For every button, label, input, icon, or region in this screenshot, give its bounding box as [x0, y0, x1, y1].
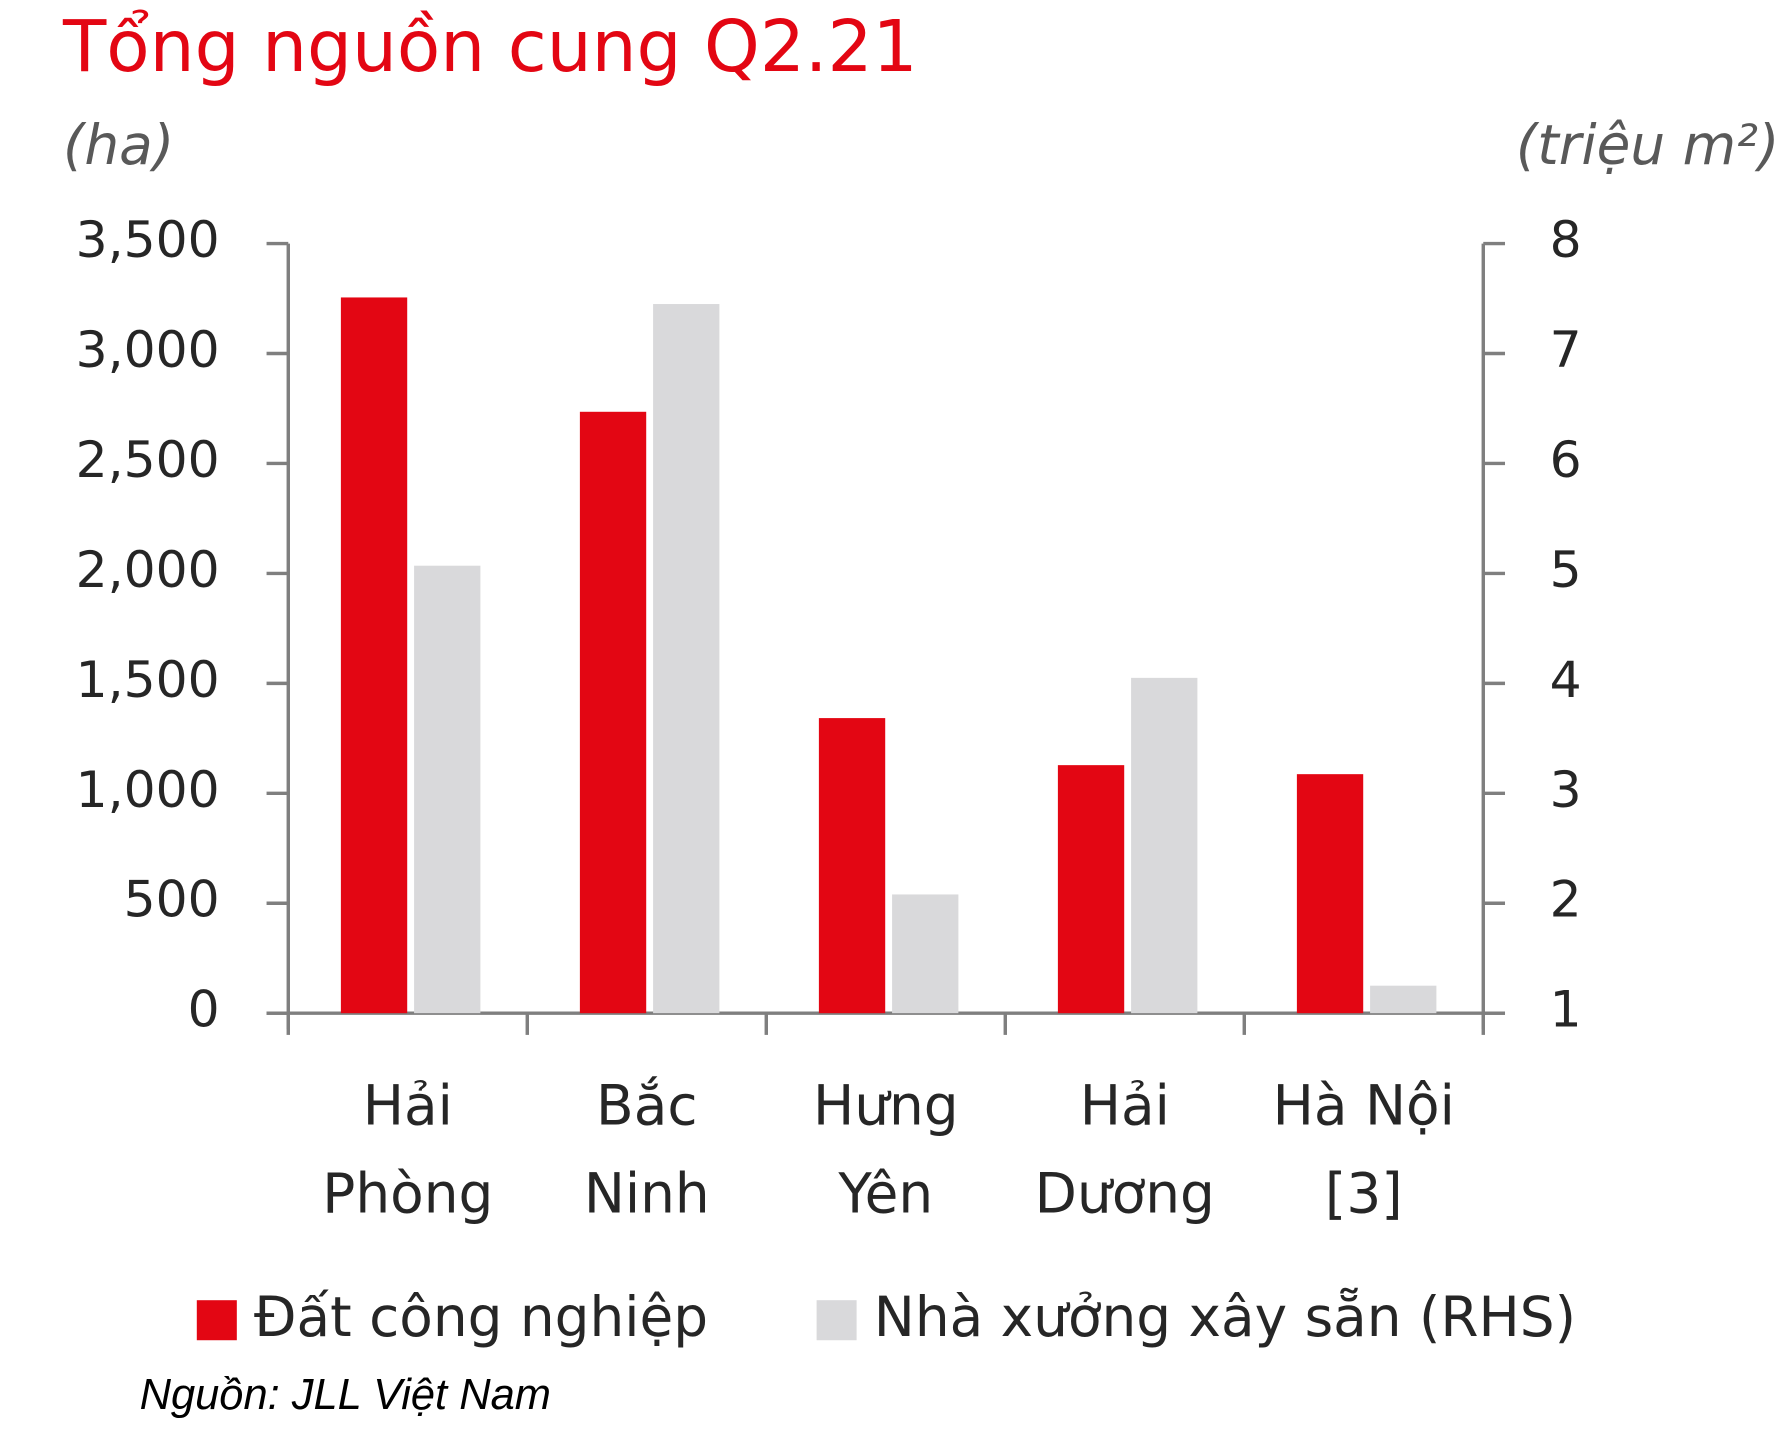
x-tick-label: Dương	[1035, 1161, 1215, 1225]
x-tick-label: Hà Nội	[1273, 1073, 1455, 1137]
y-tick-label: 500	[124, 870, 220, 929]
y2-tick-label: 6	[1550, 430, 1582, 489]
y2-tick-label: 4	[1550, 650, 1582, 709]
source-note: Nguồn: JLL Việt Nam	[140, 1371, 551, 1419]
y-tick-label: 3,000	[76, 320, 220, 379]
x-tick-label: Hải	[363, 1073, 453, 1137]
bar	[653, 304, 720, 1014]
legend-label: Nhà xưởng xây sẵn (RHS)	[874, 1285, 1576, 1349]
x-tick-label: Hưng	[813, 1073, 959, 1137]
chart-title: Tổng nguồn cung Q2.21	[62, 5, 918, 88]
bar	[1370, 985, 1437, 1014]
y2-tick-label: 2	[1550, 870, 1582, 929]
legend-swatch	[816, 1300, 857, 1341]
y2-tick-label: 8	[1550, 210, 1582, 269]
bar	[1131, 677, 1198, 1014]
y-tick-label: 3,500	[76, 210, 220, 269]
bar	[818, 718, 886, 1014]
x-tick-label: Phòng	[322, 1161, 493, 1225]
x-tick-label: Bắc	[596, 1073, 697, 1137]
y-tick-label: 0	[188, 980, 220, 1039]
bar	[1296, 774, 1364, 1014]
y2-tick-label: 5	[1550, 540, 1582, 599]
y2-tick-label: 7	[1550, 320, 1582, 379]
bar	[1057, 765, 1125, 1014]
bar	[340, 297, 408, 1014]
y2-tick-label: 3	[1550, 760, 1582, 819]
y2-axis-label: (triệu m²)	[1516, 113, 1780, 177]
bar	[579, 411, 647, 1014]
y2-tick-label: 1	[1550, 980, 1582, 1039]
y-tick-label: 2,500	[76, 430, 220, 489]
x-tick-label: Ninh	[584, 1161, 710, 1225]
x-tick-label: [3]	[1325, 1161, 1403, 1225]
x-tick-label: Hải	[1080, 1073, 1170, 1137]
y-tick-label: 1,000	[76, 760, 220, 819]
bar	[892, 894, 959, 1014]
y-tick-label: 1,500	[76, 650, 220, 709]
legend-label: Đất công nghiệp	[254, 1285, 708, 1349]
bar	[414, 565, 481, 1014]
y-tick-label: 2,000	[76, 540, 220, 599]
legend-swatch	[196, 1300, 237, 1341]
x-tick-label: Yên	[837, 1161, 933, 1225]
y-axis-label: (ha)	[63, 113, 174, 177]
